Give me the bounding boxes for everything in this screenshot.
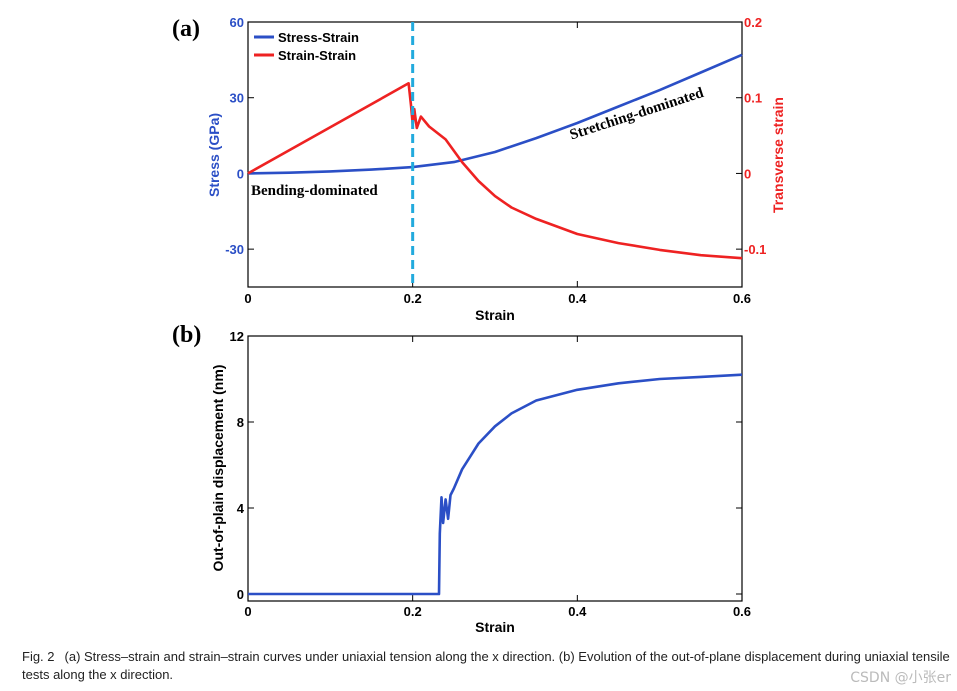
chart-a-ylabel: Stress (GPa) bbox=[206, 113, 222, 197]
chart-a-xtick-label: 0.4 bbox=[568, 291, 587, 306]
chart-b-ylabel: Out-of-plain displacement (nm) bbox=[210, 365, 226, 572]
chart-a-frame bbox=[247, 21, 743, 288]
chart-b: 0 0.2 0.4 0.6 0 4 8 12 bbox=[230, 329, 752, 619]
chart-a-ytick-right-label: 0.1 bbox=[744, 91, 762, 106]
chart-a-xtick-label: 0.2 bbox=[404, 291, 422, 306]
chart-a-ylabel-right: Transverse strain bbox=[770, 97, 786, 213]
chart-a: 0 0.2 0.4 0.6 -30 0 30 60 -0.1 0 0.1 0.2 bbox=[225, 15, 766, 306]
series-line-displacement bbox=[248, 373, 743, 596]
chart-a-ytick-label: 0 bbox=[237, 166, 244, 181]
panel-a-label: (a) bbox=[172, 16, 200, 42]
chart-b-ytick-label: 0 bbox=[237, 587, 244, 602]
chart-b-xtick-label: 0.4 bbox=[568, 604, 587, 619]
chart-a-ytick-label: 30 bbox=[230, 91, 244, 106]
chart-b-xlabel: Strain bbox=[475, 619, 515, 635]
series-line-stress-strain bbox=[247, 53, 743, 175]
chart-b-ytick-label: 12 bbox=[230, 329, 244, 344]
chart-a-ytick-right-label: 0 bbox=[744, 166, 751, 181]
legend-label-strain: Strain-Strain bbox=[278, 48, 356, 63]
chart-a-ytick-right-label: -0.1 bbox=[744, 242, 766, 257]
figure: (a) 0 0.2 0.4 0.6 -30 0 30 60 -0.1 0 0.1 0.2 Stra… bbox=[172, 15, 786, 635]
chart-b-xtick-label: 0.2 bbox=[404, 604, 422, 619]
chart-a-ytick-label: 60 bbox=[230, 15, 244, 30]
chart-b-ytick-label: 4 bbox=[237, 501, 245, 516]
legend-label-stress: Stress-Strain bbox=[278, 30, 359, 45]
chart-b-frame bbox=[247, 335, 743, 602]
chart-a-xtick-label: 0.6 bbox=[733, 291, 751, 306]
caption-text: (a) Stress–strain and strain–strain curv… bbox=[22, 649, 950, 682]
watermark: CSDN @小张er bbox=[850, 670, 951, 686]
panel-b-label: (b) bbox=[172, 322, 201, 348]
chart-a-xtick-label: 0 bbox=[244, 291, 251, 306]
annotation-bending: Bending-dominated bbox=[251, 183, 378, 199]
figure-caption: Fig. 2 (a) Stress–strain and strain–strai… bbox=[22, 648, 952, 684]
chart-b-ytick-label: 8 bbox=[237, 415, 244, 430]
chart-a-ytick-label: -30 bbox=[225, 242, 244, 257]
annotation-stretching: Stretching-dominated bbox=[568, 85, 706, 144]
chart-a-xlabel: Strain bbox=[475, 307, 515, 323]
chart-b-xtick-label: 0 bbox=[244, 604, 251, 619]
caption-fig-number: Fig. 2 bbox=[22, 649, 55, 664]
chart-b-xtick-label: 0.6 bbox=[733, 604, 751, 619]
chart-a-ytick-right-label: 0.2 bbox=[744, 15, 762, 30]
chart-a-legend: Stress-Strain Strain-Strain bbox=[254, 30, 359, 63]
